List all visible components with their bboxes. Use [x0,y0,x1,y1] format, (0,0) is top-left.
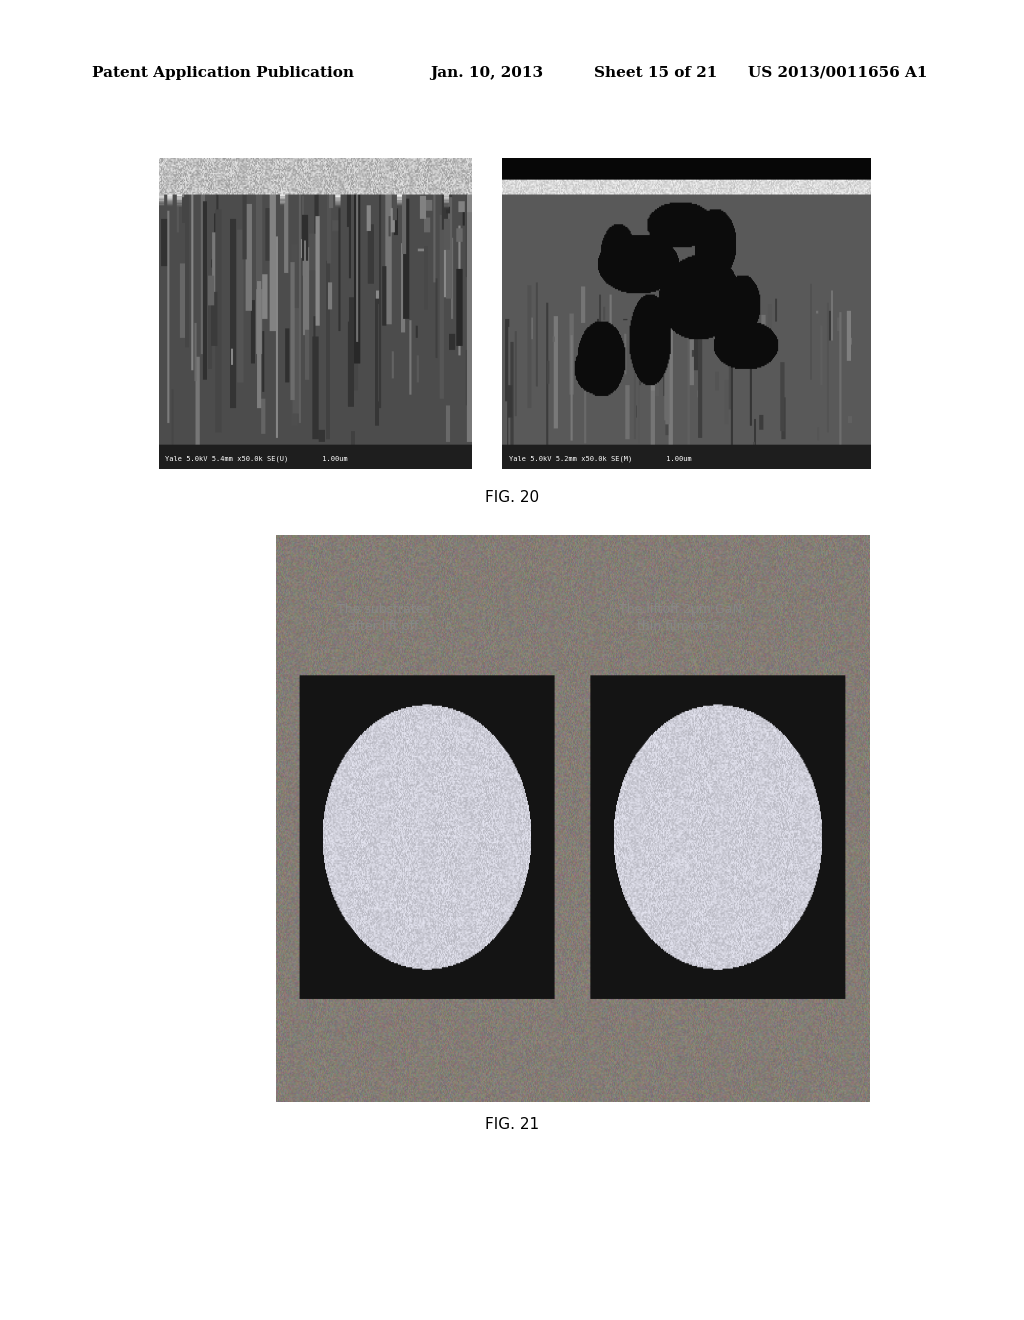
Text: Yale 5.0kV 5.2mm x50.0k SE(M)        1.00um: Yale 5.0kV 5.2mm x50.0k SE(M) 1.00um [509,455,692,462]
Text: Yale 5.0kV 5.4mm x50.0k SE(U)        1.00um: Yale 5.0kV 5.4mm x50.0k SE(U) 1.00um [165,455,348,462]
Text: Sheet 15 of 21: Sheet 15 of 21 [594,66,717,79]
Text: Jan. 10, 2013: Jan. 10, 2013 [430,66,543,79]
Text: FIG. 20: FIG. 20 [485,490,539,506]
Text: US 2013/0011656 A1: US 2013/0011656 A1 [748,66,927,79]
Text: Patent Application Publication: Patent Application Publication [92,66,354,79]
Text: FIG. 21: FIG. 21 [485,1117,539,1133]
Text: The substrates
after lift off: The substrates after lift off [337,603,430,632]
Text: The liftoff 2μm GaN
thin film on Si: The liftoff 2μm GaN thin film on Si [618,603,741,632]
